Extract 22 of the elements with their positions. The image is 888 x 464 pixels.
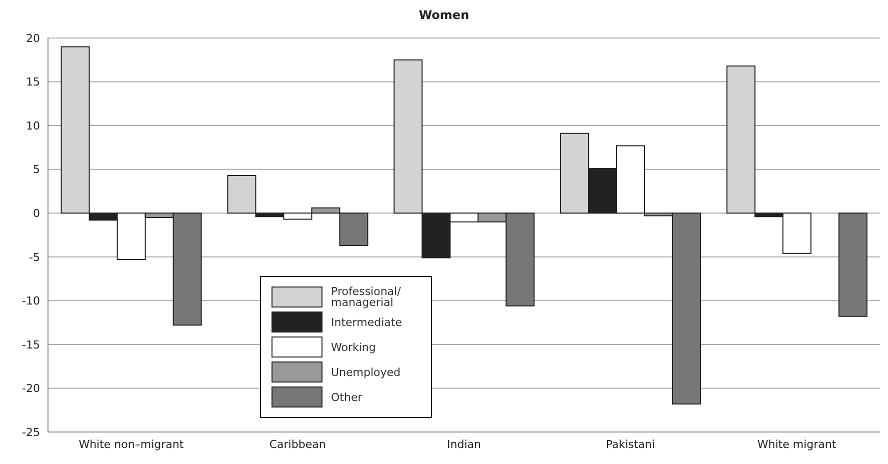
x-tick-label: White migrant [757, 438, 837, 451]
x-tick-label: Indian [447, 438, 482, 451]
y-tick-label: 15 [26, 76, 40, 89]
x-tick-label: Pakistani [606, 438, 655, 451]
chart-title: Women [418, 8, 470, 24]
y-tick-label: -10 [22, 294, 40, 308]
y-tick-label: 0 [33, 207, 40, 220]
y-tick-label: -25 [22, 426, 40, 439]
y-tick-label: 20 [26, 32, 40, 45]
y-tick-label: -20 [22, 382, 40, 396]
legend-label: Intermediate [331, 316, 402, 328]
bar [838, 212, 868, 317]
legend-label: Professional/ managerial [331, 285, 402, 309]
legend-label: Other [331, 390, 362, 404]
x-tick-label: White non–migrant [78, 438, 184, 451]
y-tick-label: -15 [22, 338, 40, 352]
legend-label: Working [331, 340, 376, 354]
y-tick-label: 10 [26, 119, 40, 132]
y-tick-label: -5 [29, 250, 40, 264]
legend-label: Unemployed [331, 366, 401, 378]
x-tick-label: Caribbean [269, 438, 326, 451]
y-tick-label: 5 [33, 163, 40, 176]
